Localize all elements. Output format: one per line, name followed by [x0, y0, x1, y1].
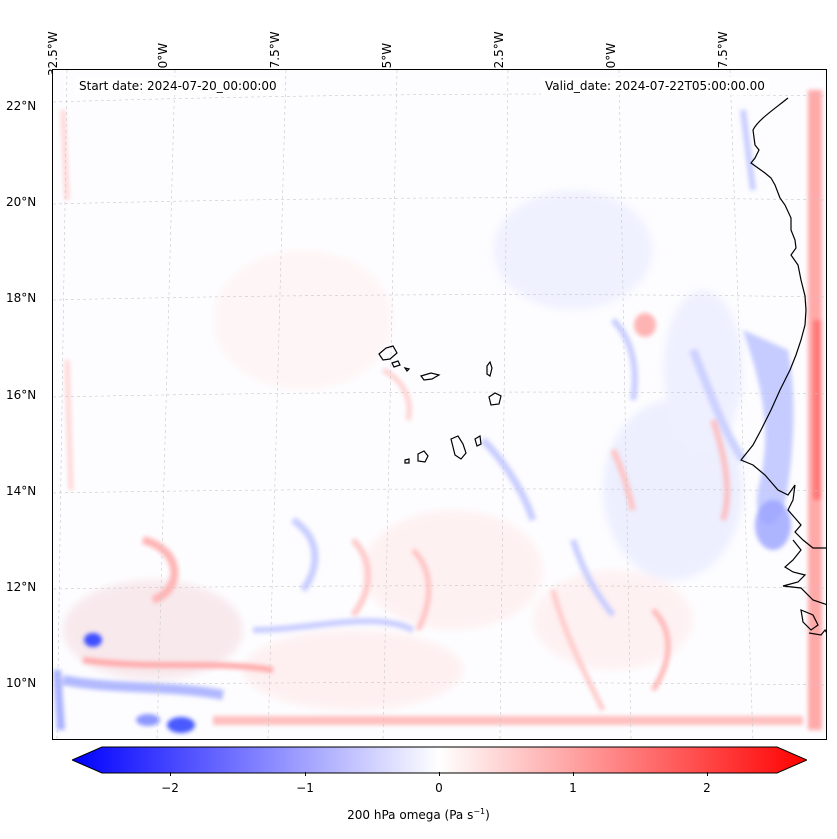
cape-verde-islands	[378, 345, 502, 464]
colorbar-label-minus1: −1	[296, 781, 314, 795]
lat-label-10n: 10°N	[6, 676, 37, 690]
coastline-africa	[740, 97, 826, 636]
colorbar	[70, 746, 809, 774]
island-santo-antao	[378, 345, 398, 361]
island-sal	[486, 360, 493, 377]
colorbar-label-2: 2	[703, 781, 711, 795]
island-sao-nicolau	[420, 372, 441, 381]
colorbar-label-0: 0	[435, 781, 443, 795]
lat-label-14n: 14°N	[6, 484, 37, 498]
lat-label-18n: 18°N	[6, 291, 37, 305]
lat-label-16n: 16°N	[6, 388, 37, 402]
island-santiago	[450, 435, 467, 460]
island-maio	[474, 435, 482, 447]
start-date-label: Start date: 2024-07-20_00:00:00	[75, 77, 281, 95]
colorbar-tick-0	[439, 772, 440, 776]
island-fogo	[417, 450, 429, 463]
omega-field	[53, 90, 822, 733]
colorbar-tick-1	[573, 772, 574, 776]
omega-map	[52, 69, 827, 740]
colorbar-label-minus2: −2	[161, 781, 179, 795]
colorbar-graphic	[70, 746, 809, 774]
lat-label-22n: 22°N	[6, 99, 37, 113]
island-boa-vista	[488, 392, 502, 406]
island-sao-vicente	[391, 360, 401, 368]
island-brava	[404, 458, 410, 464]
colorbar-tick-2	[707, 772, 708, 776]
lat-label-12n: 12°N	[6, 580, 37, 594]
colorbar-title: 200 hPa omega (Pa s−1)	[347, 807, 490, 822]
colorbar-label-1: 1	[569, 781, 577, 795]
colorbar-tick-minus1	[305, 772, 306, 776]
lat-label-20n: 20°N	[6, 195, 37, 209]
colorbar-tick-minus2	[170, 772, 171, 776]
valid-date-label: Valid_date: 2024-07-22T05:00:00.00	[541, 77, 769, 95]
map-canvas	[53, 70, 826, 739]
colorbar-body	[70, 746, 809, 774]
graticule	[53, 70, 826, 739]
island-santa-luzia	[403, 367, 411, 372]
